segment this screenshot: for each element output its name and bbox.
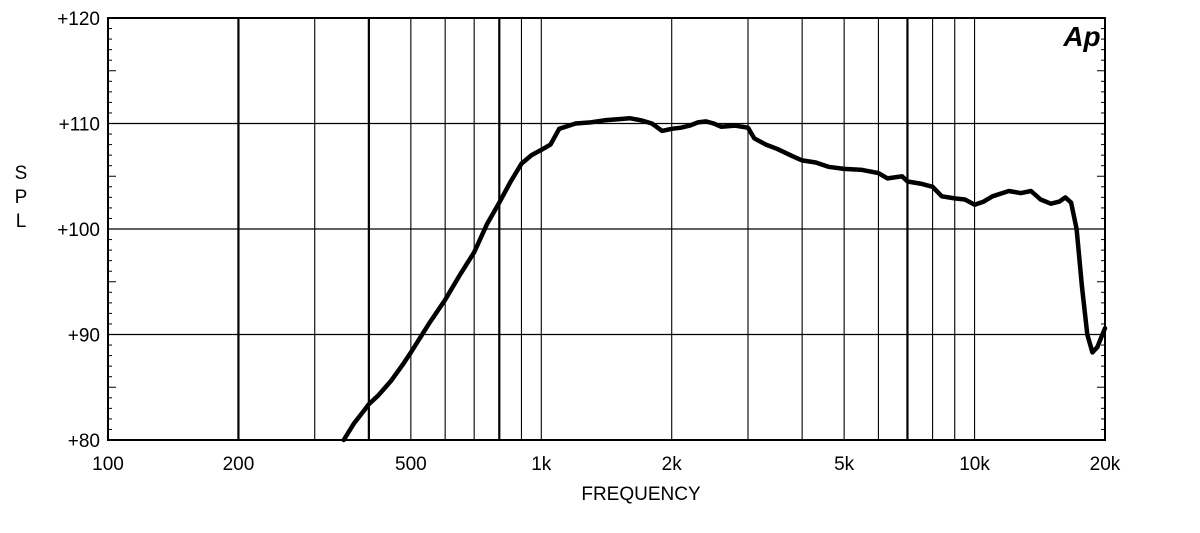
x-tick-label: 1k (531, 454, 552, 475)
y-axis-title: SPL (15, 163, 28, 232)
y-axis-title-letter: S (15, 163, 28, 184)
x-tick-label: 100 (92, 454, 124, 475)
y-tick-label: +120 (57, 9, 100, 30)
spl-response-curve (341, 115, 1108, 443)
x-tick-label: 20k (1090, 454, 1121, 475)
ap-logo: Ap (1062, 21, 1100, 52)
y-tick-labels: +80 +90 +100 +110 +120 (57, 9, 100, 452)
x-tick-label: 2k (662, 454, 683, 475)
y-tick-label: +80 (68, 431, 100, 452)
y-axis-title-letter: P (15, 187, 28, 208)
x-tick-label: 5k (834, 454, 855, 475)
y-tick-label: +110 (59, 115, 100, 136)
x-tick-label: 10k (959, 454, 990, 475)
series-layer (341, 115, 1108, 443)
x-tick-label: 200 (223, 454, 255, 475)
x-tick-label: 500 (395, 454, 427, 475)
y-tick-label: +90 (68, 326, 100, 347)
plot-frame (107, 17, 1106, 441)
y-tick-label: +100 (57, 220, 100, 241)
x-axis-title: FREQUENCY (581, 484, 701, 505)
x-tick-labels: 100 200 500 1k 2k 5k 10k 20k (92, 454, 1121, 475)
horizontal-gridlines (108, 122, 1105, 336)
y-axis-title-letter: L (16, 211, 27, 232)
